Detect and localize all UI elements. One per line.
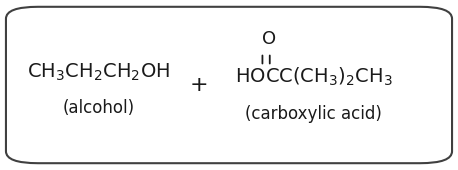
FancyBboxPatch shape [6, 7, 452, 163]
Text: (carboxylic acid): (carboxylic acid) [245, 105, 382, 123]
Text: $\mathregular{HOCC(CH_3)_2CH_3}$: $\mathregular{HOCC(CH_3)_2CH_3}$ [235, 66, 393, 89]
Text: +: + [190, 75, 208, 95]
Text: (alcohol): (alcohol) [62, 99, 135, 117]
Text: $\mathregular{CH_3CH_2CH_2OH}$: $\mathregular{CH_3CH_2CH_2OH}$ [27, 62, 170, 83]
Text: O: O [262, 30, 276, 48]
